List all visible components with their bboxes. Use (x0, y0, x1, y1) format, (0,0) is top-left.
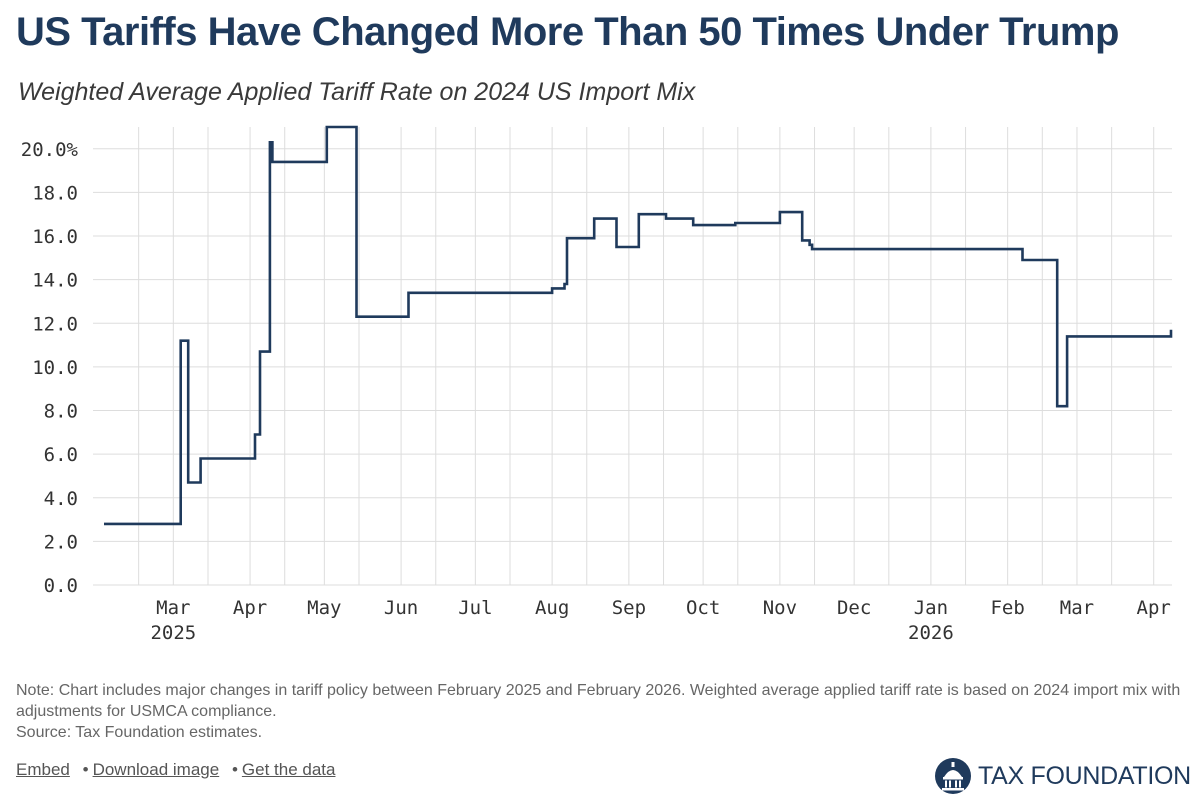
y-tick-label: 16.0 (32, 226, 78, 248)
separator-1: • (82, 760, 89, 779)
x-tick-label: May (307, 597, 341, 619)
x-tick-label: Feb (990, 597, 1024, 619)
get-data-link[interactable]: Get the data (241, 760, 336, 779)
chart-note: Note: Chart includes major changes in ta… (16, 680, 1186, 743)
x-tick-label: Nov (763, 597, 797, 619)
x-tick-label: Mar (156, 597, 190, 619)
x-year-label: 2026 (908, 622, 954, 644)
x-tick-label: Dec (837, 597, 871, 619)
download-image-link[interactable]: Download image (92, 760, 220, 779)
tax-foundation-logo[interactable]: TAX FOUNDATION (934, 756, 1194, 796)
y-tick-label: 6.0 (44, 444, 78, 466)
tariff-rate-line (104, 125, 1173, 526)
capitol-dome-icon (935, 758, 971, 794)
y-tick-label: 8.0 (44, 401, 78, 423)
brand-name: TAX FOUNDATION (978, 761, 1191, 790)
note-text: Note: Chart includes major changes in ta… (16, 682, 1181, 720)
embed-link[interactable]: Embed (16, 760, 70, 779)
tariff-line-chart: 0.0 2.0 4.0 6.0 8.0 10.0 12.0 14.0 16.0 18.0 20.0%… (21, 125, 1173, 644)
source-text: Source: Tax Foundation estimates. (16, 724, 263, 741)
footer-links: Embed • Download image • Get the data (16, 760, 335, 780)
x-tick-label: Jul (458, 597, 492, 619)
x-tick-label: Jun (384, 597, 418, 619)
x-tick-label: Mar (1060, 597, 1094, 619)
y-tick-label: 10.0 (32, 357, 78, 379)
chart-subtitle: Weighted Average Applied Tariff Rate on … (18, 78, 696, 106)
x-tick-label: Aug (535, 597, 569, 619)
x-tick-label: Oct (686, 597, 720, 619)
y-tick-label: 18.0 (32, 182, 78, 204)
axis-labels: 0.0 2.0 4.0 6.0 8.0 10.0 12.0 14.0 16.0 18.0 20.0%… (21, 139, 1171, 644)
y-tick-label: 12.0 (32, 313, 78, 335)
x-tick-label: Apr (233, 597, 267, 619)
y-tick-label: 14.0 (32, 270, 78, 292)
x-tick-label: Jan (914, 597, 948, 619)
x-tick-label: Apr (1137, 597, 1171, 619)
y-tick-label: 4.0 (44, 488, 78, 510)
series-layer (104, 125, 1173, 526)
y-tick-label: 0.0 (44, 575, 78, 597)
grid-lines (93, 127, 1172, 586)
chart-title: US Tariffs Have Changed More Than 50 Tim… (16, 10, 1119, 54)
x-tick-label: Sep (612, 597, 646, 619)
y-tick-label: 20.0% (21, 139, 79, 161)
x-year-label: 2025 (150, 622, 196, 644)
separator-2: • (231, 760, 238, 779)
y-tick-label: 2.0 (44, 531, 78, 553)
